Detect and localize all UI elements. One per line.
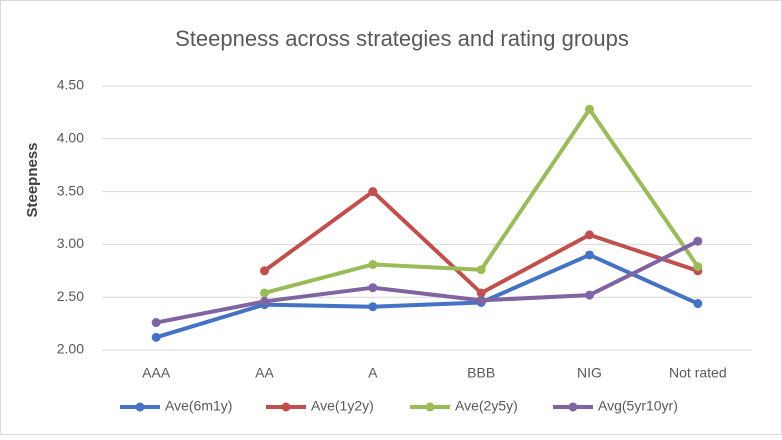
legend-label: Ave(6m1y): [165, 398, 232, 414]
chart-title: Steepness across strategies and rating g…: [175, 26, 629, 51]
data-point: [151, 318, 161, 328]
y-tick-label: 4.50: [57, 77, 84, 93]
legend-label: Ave(2y5y): [455, 398, 518, 414]
data-point: [585, 250, 594, 260]
data-point: [693, 299, 703, 309]
legend-marker: [568, 402, 578, 412]
data-point: [476, 288, 486, 298]
data-point: [585, 230, 594, 240]
x-tick-label: AAA: [142, 365, 171, 381]
y-tick-label: 2.50: [57, 288, 84, 304]
data-point: [368, 302, 378, 312]
data-point: [368, 259, 378, 269]
y-tick-label: 4.00: [57, 130, 84, 146]
data-point: [476, 265, 486, 275]
x-tick-label: NIG: [577, 365, 602, 381]
data-point: [585, 104, 594, 114]
data-point: [693, 262, 703, 272]
legend-label: Ave(1y2y): [311, 398, 374, 414]
x-tick-label: A: [368, 365, 378, 381]
data-point: [260, 296, 269, 306]
x-tick-label: AA: [255, 365, 274, 381]
data-point: [368, 283, 378, 293]
legend-label: Avg(5yr10yr): [598, 398, 678, 414]
data-point: [585, 290, 594, 300]
data-point: [693, 236, 703, 246]
series-line: [155, 239, 699, 325]
series-line: [155, 252, 699, 340]
y-axis-label: Steepness: [24, 142, 41, 217]
legend-marker: [135, 402, 145, 412]
data-point: [476, 295, 486, 305]
y-tick-label: 3.50: [57, 182, 84, 198]
legend-marker: [281, 402, 291, 412]
y-tick-label: 3.00: [57, 235, 84, 251]
y-tick-label: 2.00: [57, 341, 84, 357]
x-tick-label: Not rated: [669, 365, 727, 381]
data-point: [260, 288, 269, 298]
data-point: [260, 266, 269, 276]
x-tick-label: BBB: [467, 365, 495, 381]
legend-marker: [425, 402, 435, 412]
data-point: [151, 332, 161, 342]
data-point: [368, 187, 378, 197]
